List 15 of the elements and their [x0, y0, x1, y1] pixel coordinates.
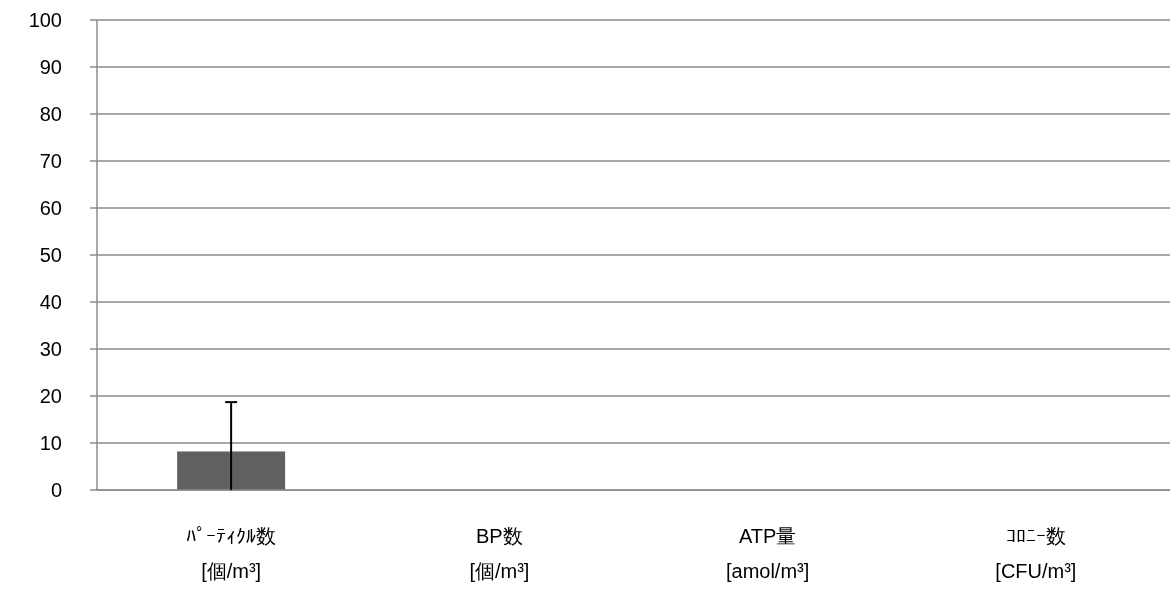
- x-tick-label: ｺﾛﾆｰ数 [CFU/m³]: [995, 525, 1077, 582]
- y-tick-label: 20: [39, 385, 62, 407]
- x-tick-label: ﾊﾟｰﾃｨｸﾙ数 [個/m³]: [186, 525, 277, 582]
- y-tick-label: 40: [39, 291, 62, 313]
- y-tick-label: 30: [39, 338, 62, 360]
- x-tick-label: ATP量 [amol/m³]: [725, 525, 810, 582]
- y-tick-label: 10: [39, 432, 62, 454]
- y-tick-label: 70: [39, 150, 62, 172]
- y-tick-label: 60: [39, 197, 62, 219]
- x-tick-label: BP数 [個/m³]: [469, 525, 530, 582]
- y-tick-label: 50: [39, 244, 62, 266]
- y-tick-label: 100: [28, 9, 62, 31]
- y-tick-label: 80: [39, 103, 62, 125]
- y-tick-label: 0: [50, 479, 62, 501]
- y-tick-label: 90: [39, 56, 62, 78]
